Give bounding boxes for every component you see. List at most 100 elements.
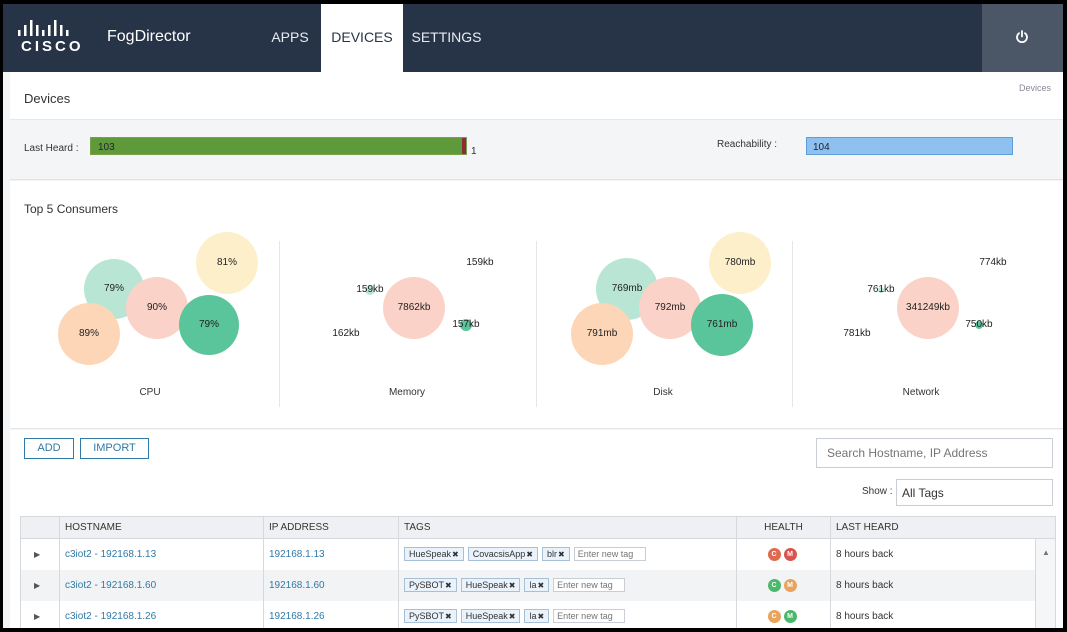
hostname-cell[interactable]: c3iot2 - 192168.1.13 [59,538,264,570]
device-tag[interactable]: HueSpeak✖ [460,578,521,592]
new-tag-input[interactable] [553,578,626,592]
consumer-bubble[interactable] [709,232,771,294]
tag-label: la [529,580,537,590]
tag-filter-input[interactable] [896,479,1053,506]
consumer-bubble[interactable] [196,232,258,294]
hostname-cell[interactable]: c3iot2 - 192168.1.26 [59,600,264,628]
tags-column-header[interactable]: TAGS [398,516,737,539]
consumer-value-label: 159kb [466,257,494,268]
chart-divider [279,241,280,407]
device-tag[interactable]: CovacsisApp✖ [467,547,538,562]
chart-divider [792,241,793,407]
tab-settings[interactable]: SETTINGS [411,29,482,45]
new-tag-input[interactable] [573,547,646,562]
remove-tag-icon[interactable]: ✖ [537,612,545,621]
tag-label: CovacsisApp [472,549,526,560]
remove-tag-icon[interactable]: ✖ [445,581,452,590]
consumer-value-label: 79% [103,283,124,294]
scroll-up-arrow-icon[interactable]: ▲ [1042,548,1050,557]
ip-address-cell[interactable]: 192168.1.26 [263,600,399,628]
last-heard-recent-segment[interactable] [91,138,462,154]
product-name: FogDirector [107,28,191,45]
expand-row-icon[interactable]: ▶ [34,611,41,621]
cisco-logo: CISCO [15,18,87,58]
device-tag[interactable]: HueSpeak✖ [460,609,521,623]
table-row[interactable]: ▶ c3iot2 - 192168.1.60 192168.1.60 PySBOT✖ H… [20,569,1056,601]
health-status-icon: M [783,578,797,592]
device-tag[interactable]: PySBOT✖ [404,578,457,592]
tab-devices[interactable]: DEVICES [321,4,403,72]
device-tag[interactable]: HueSpeak✖ [404,547,464,562]
consumer-bubble[interactable] [365,285,375,295]
table-row[interactable]: ▶ c3iot2 - 192168.1.26 192168.1.26 PySBOT✖ H… [20,600,1056,628]
new-tag-input[interactable] [553,609,626,623]
tab-apps[interactable]: APPS [271,29,309,45]
ip-address-cell[interactable]: 192168.1.60 [263,569,399,601]
health-column-header[interactable]: HEALTH [736,516,831,539]
breadcrumb[interactable]: Devices [1018,83,1051,93]
ip-address-cell[interactable]: 192168.1.13 [263,538,399,570]
tag-label: PySBOT [409,611,445,621]
hostname-column-header[interactable]: HOSTNAME [59,516,264,539]
expand-cell[interactable]: ▶ [20,538,60,570]
page-title: Devices [24,91,71,106]
expand-row-icon[interactable]: ▶ [34,580,41,590]
disk-chart-label: Disk [653,387,673,398]
consumer-value-label: 157kb [452,319,480,330]
last-heard-old-segment[interactable] [462,138,466,154]
remove-tag-icon[interactable]: ✖ [452,550,459,560]
tag-label: la [529,611,537,621]
device-tag[interactable]: la✖ [524,609,550,623]
last-heard-label: Last Heard : [24,143,79,154]
devices-table: HOSTNAME IP ADDRESS TAGS HEALTH LAST HEA… [20,516,1056,628]
remove-tag-icon[interactable]: ✖ [508,581,516,590]
expand-row-icon[interactable]: ▶ [34,549,41,559]
search-input[interactable] [816,438,1053,468]
disk-bubble-chart: 780mb 769mb 792mb 791mb 761mb [537,232,793,409]
consumer-bubble[interactable] [691,294,753,356]
ip-address-column-header[interactable]: IP ADDRESS [263,516,399,539]
consumer-value-label: 89% [78,328,99,339]
consumer-value-label: 7862kb [397,302,431,313]
tag-label: HueSpeak [465,580,508,590]
consumer-bubble[interactable] [639,277,701,339]
consumer-bubble[interactable] [878,287,884,293]
device-tag[interactable]: blr✖ [541,547,570,562]
consumer-bubble[interactable] [571,303,633,365]
consumer-bubble[interactable] [383,277,445,339]
last-heard-column-header[interactable]: LAST HEARD [830,516,1056,539]
consumer-bubble[interactable] [897,277,959,339]
consumer-bubble[interactable] [975,321,983,329]
consumer-value-label: 781kb [843,328,871,339]
remove-tag-icon[interactable]: ✖ [508,612,516,621]
reachability-bar[interactable]: 104 [806,137,1013,155]
add-device-button[interactable]: ADD [24,438,74,459]
logout-button[interactable] [982,4,1063,72]
reachability-count: 104 [813,142,830,153]
cpu-chart-label: CPU [139,387,161,398]
consumer-bubble[interactable] [58,303,120,365]
remove-tag-icon[interactable]: ✖ [445,612,452,621]
import-devices-button[interactable]: IMPORT [80,438,149,459]
consumer-value-label: 341249kb [906,302,950,313]
expand-cell[interactable]: ▶ [20,600,60,628]
table-row[interactable]: ▶ c3iot2 - 192168.1.13 192168.1.13 HueSpeak… [20,538,1056,570]
remove-tag-icon[interactable]: ✖ [557,550,565,560]
remove-tag-icon[interactable]: ✖ [537,581,545,590]
last-heard-bar[interactable]: 103 [90,137,467,155]
device-tag[interactable]: la✖ [524,578,550,592]
consumer-bubble[interactable] [179,295,239,355]
consumer-bubble[interactable] [460,319,472,331]
consumer-bubble[interactable] [126,277,188,339]
consumer-value-label: 159kb [356,284,384,295]
device-tag[interactable]: PySBOT✖ [404,609,457,623]
table-header-row: HOSTNAME IP ADDRESS TAGS HEALTH LAST HEA… [20,516,1056,539]
title-panel: Devices Devices [10,72,1063,120]
expand-cell[interactable]: ▶ [20,569,60,601]
remove-tag-icon[interactable]: ✖ [526,550,533,560]
hostname-cell[interactable]: c3iot2 - 192168.1.60 [59,569,264,601]
tag-label: HueSpeak [409,549,452,560]
memory-chart-label: Memory [388,387,426,398]
table-scrollbar[interactable] [1035,539,1055,628]
